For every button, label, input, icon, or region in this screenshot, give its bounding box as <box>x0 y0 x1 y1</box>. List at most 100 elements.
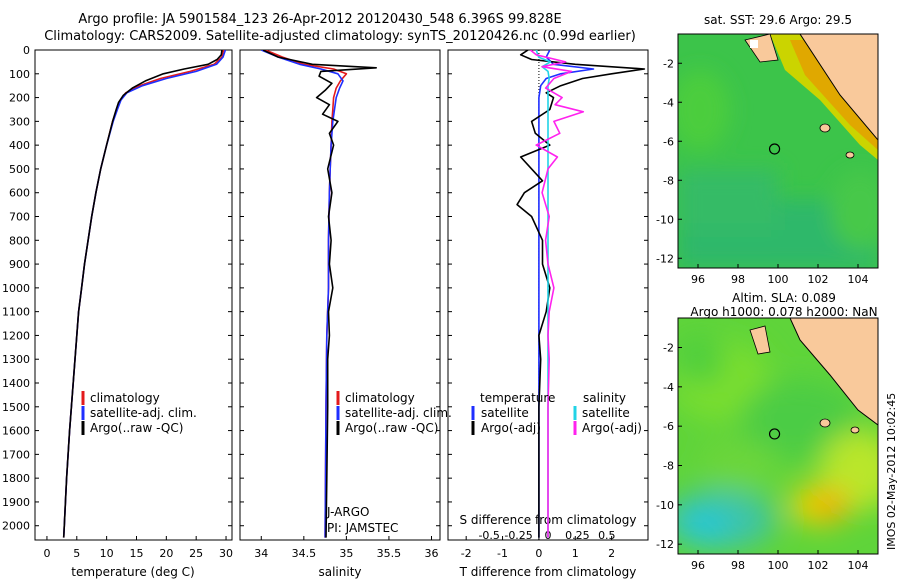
sst-map-title: sat. SST: 29.6 Argo: 29.5 <box>704 13 852 27</box>
argo-position-marker <box>768 428 781 440</box>
depth-tick-label: 900 <box>9 258 30 271</box>
salinity-x-ticks: 34 34.5 35 35.5 36 <box>254 536 438 560</box>
depth-tick-label: 1200 <box>2 329 30 342</box>
x-tick-label: 20 <box>159 547 173 560</box>
depth-tick-label: 1400 <box>2 377 30 390</box>
legend-label-argo: Argo(..raw -QC) <box>90 421 183 435</box>
legend-label-argo: Argo(..raw -QC) <box>345 421 438 435</box>
x-tick-label: 5 <box>73 547 80 560</box>
legend-label-t-satellite: satellite <box>481 406 529 420</box>
top-x-tick-label: -0.5 <box>478 529 499 542</box>
series-line-2 <box>262 50 378 538</box>
x-tick-label: 1 <box>572 547 579 560</box>
depth-tick-label: 200 <box>9 92 30 105</box>
depth-tick-label: 2000 <box>2 520 30 533</box>
x-tick-label: -1 <box>497 547 508 560</box>
difference-panel-frame <box>447 49 649 541</box>
difference-series <box>516 50 646 538</box>
series-line-0 <box>538 50 595 538</box>
x-tick-label: 15 <box>129 547 143 560</box>
series-line-2 <box>535 50 552 538</box>
x-tick-label: 0 <box>535 547 542 560</box>
legend-label-climatology: climatology <box>345 391 415 405</box>
depth-tick-label: 1300 <box>2 353 30 366</box>
depth-tick-label: 1700 <box>2 448 30 461</box>
temperature-axis-label: temperature (deg C) <box>71 565 194 579</box>
argo-position-marker <box>768 143 781 155</box>
difference-legend: temperature salinity satellite Argo(-adj… <box>471 391 642 435</box>
annotation-j-argo: J-ARGO <box>326 505 369 519</box>
legend-label-t-argo: Argo(-adj) <box>481 421 541 435</box>
salinity-series <box>260 50 378 538</box>
legend-label-s-argo: Argo(-adj) <box>582 421 642 435</box>
sla-map-ticks: 96 98 100 102 104 -2 -4 -6 -8 -10 -12 <box>656 342 868 573</box>
s-difference-x-ticks: -0.5 -0.25 0 0.25 0.5 <box>478 529 615 542</box>
series-line-0 <box>265 50 348 538</box>
legend-title-salinity: salinity <box>583 391 626 405</box>
map-y-tick-label: -2 <box>663 342 674 355</box>
depth-tick-label: 400 <box>9 139 30 152</box>
depth-axis: 0 100 200 300 400 500 600 700 800 900 1000 1100 1200… <box>2 44 648 533</box>
map-x-tick-label: 104 <box>848 273 869 286</box>
x-tick-label: 10 <box>100 547 114 560</box>
t-difference-x-ticks: -2 -1 0 1 2 <box>461 536 615 560</box>
x-tick-label: 2 <box>608 547 615 560</box>
depth-tick-label: 1100 <box>2 306 30 319</box>
map-y-tick-label: -12 <box>656 252 674 265</box>
legend-label-s-satellite: satellite <box>582 406 630 420</box>
series-line-1 <box>260 50 344 538</box>
x-tick-label: 35 <box>339 547 353 560</box>
header-line-2: Climatology: CARS2009. Satellite-adjuste… <box>44 29 636 44</box>
depth-tick-label: 1800 <box>2 472 30 485</box>
depth-tick-label: 1000 <box>2 282 30 295</box>
legend-title-temperature: temperature <box>480 391 555 405</box>
header-line-1: Argo profile: JA 5901584_123 26-Apr-2012… <box>78 12 562 27</box>
depth-tick-label: 1500 <box>2 401 30 414</box>
temperature-series <box>62 50 227 538</box>
x-tick-label: 35.5 <box>377 547 402 560</box>
x-tick-label: 34.5 <box>292 547 317 560</box>
legend-label-satellite: satellite-adj. clim. <box>345 406 452 420</box>
t-difference-axis-label: T difference from climatology <box>459 565 637 579</box>
map-y-tick-label: -8 <box>663 460 674 473</box>
salinity-legend: climatology satellite-adj. clim. Argo(..… <box>326 391 452 535</box>
temperature-legend: climatology satellite-adj. clim. Argo(..… <box>81 391 197 435</box>
map-y-tick-label: -8 <box>663 174 674 187</box>
map-x-tick-label: 100 <box>768 559 789 572</box>
depth-tick-label: 800 <box>9 234 30 247</box>
map-y-tick-label: -10 <box>656 499 674 512</box>
depth-tick-label: 300 <box>9 115 30 128</box>
salinity-panel-frame <box>239 49 441 541</box>
map-x-tick-label: 104 <box>848 559 869 572</box>
legend-label-climatology: climatology <box>90 391 160 405</box>
map-y-tick-label: -6 <box>663 135 674 148</box>
map-x-tick-label: 98 <box>731 559 745 572</box>
temperature-panel-frame <box>34 49 233 541</box>
x-tick-label: -2 <box>461 547 472 560</box>
map-x-tick-label: 102 <box>808 273 829 286</box>
salinity-axis-label: salinity <box>318 565 361 579</box>
footer-stamp: IMOS 02-May-2012 10:02:45 <box>885 393 898 550</box>
sla-map-title: Altim. SLA: 0.089 <box>732 291 836 305</box>
series-line-3 <box>529 50 585 538</box>
x-tick-label: 36 <box>424 547 438 560</box>
map-x-tick-label: 96 <box>691 559 705 572</box>
depth-tick-label: 1900 <box>2 496 30 509</box>
x-tick-label: 30 <box>219 547 233 560</box>
depth-tick-label: 600 <box>9 187 30 200</box>
temperature-x-ticks: 0 5 10 15 20 25 30 <box>43 536 233 560</box>
map-x-tick-label: 98 <box>731 273 745 286</box>
map-x-tick-label: 100 <box>768 273 789 286</box>
sla-map <box>678 318 878 554</box>
map-x-tick-label: 102 <box>808 559 829 572</box>
top-x-tick-label: 0.5 <box>598 529 616 542</box>
legend-label-satellite: satellite-adj. clim. <box>90 406 197 420</box>
series-line-1 <box>516 50 646 538</box>
annotation-pi: PI: JAMSTEC <box>327 521 398 535</box>
map-y-tick-label: -10 <box>656 213 674 226</box>
map-x-tick-label: 96 <box>691 273 705 286</box>
x-tick-label: 34 <box>254 547 268 560</box>
depth-tick-label: 0 <box>23 44 30 57</box>
series-line-2 <box>62 50 223 538</box>
